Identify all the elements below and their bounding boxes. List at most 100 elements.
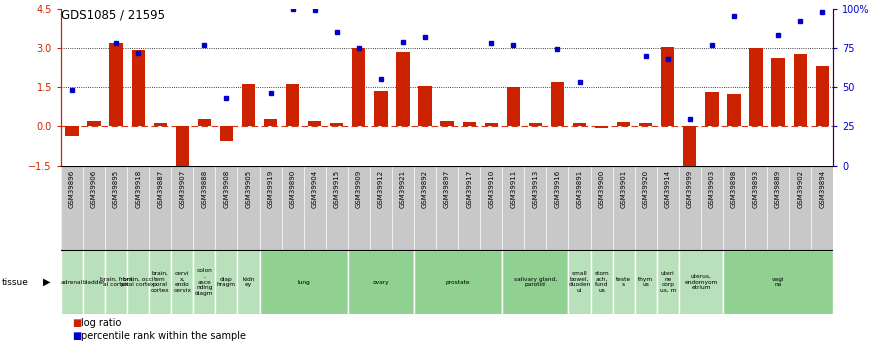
Bar [617,122,630,126]
Text: uterus,
endomyom
etrium: uterus, endomyom etrium [685,274,718,290]
Bar [462,122,476,126]
Bar [220,126,233,141]
Bar [176,126,189,167]
Text: GSM39919: GSM39919 [268,170,273,208]
Bar [679,250,723,314]
Bar [153,124,167,126]
Bar [286,84,299,126]
Bar [794,55,806,126]
Bar [749,48,762,126]
Text: GSM39914: GSM39914 [665,170,671,208]
Bar [568,250,590,314]
Bar [418,86,432,126]
Text: GSM39898: GSM39898 [731,170,737,208]
Text: cervi
x,
endo
cervix: cervi x, endo cervix [173,271,192,293]
Text: GSM39915: GSM39915 [334,170,340,208]
Text: GSM39889: GSM39889 [775,170,781,208]
Text: GSM39887: GSM39887 [157,170,163,208]
Text: GSM39909: GSM39909 [356,170,362,208]
Text: GSM39908: GSM39908 [223,170,229,208]
Text: GDS1085 / 21595: GDS1085 / 21595 [61,9,165,22]
Bar [127,250,150,314]
Bar [352,48,366,126]
Bar [83,250,105,314]
Bar [684,126,696,171]
Text: ▶: ▶ [43,277,50,287]
Bar [260,250,348,314]
Bar [723,250,833,314]
Text: salivary gland,
parotid: salivary gland, parotid [513,277,557,287]
Text: uteri
ne
corp
us, m: uteri ne corp us, m [659,271,676,293]
Text: GSM39897: GSM39897 [444,170,450,208]
Bar [414,250,503,314]
Text: ovary: ovary [373,279,389,285]
Bar [237,250,260,314]
Text: ■: ■ [72,332,81,341]
Text: tissue: tissue [2,277,29,287]
Text: GSM39911: GSM39911 [511,170,516,208]
Text: GSM39890: GSM39890 [289,170,296,208]
Text: ■: ■ [72,318,81,327]
Bar [88,121,100,126]
Bar [215,250,237,314]
Text: brain, occi
pital cortex: brain, occi pital cortex [122,277,155,287]
Text: GSM39900: GSM39900 [599,170,605,208]
Bar [171,250,194,314]
Bar [264,119,277,126]
Text: brain,
tem
poral
cortex: brain, tem poral cortex [151,271,169,293]
Text: brain, front
al cortex: brain, front al cortex [99,277,133,287]
Bar [61,250,83,314]
Bar [441,121,453,126]
Text: GSM39893: GSM39893 [753,170,759,208]
Bar [375,91,388,126]
Bar [815,66,829,126]
Text: prostate: prostate [446,279,470,285]
Text: GSM39910: GSM39910 [488,170,495,208]
Bar [573,124,586,126]
Text: vagi
na: vagi na [771,277,784,287]
Text: GSM39904: GSM39904 [312,170,318,208]
Text: thym
us: thym us [638,277,653,287]
Text: GSM39920: GSM39920 [642,170,649,208]
Text: GSM39912: GSM39912 [378,170,383,208]
Text: GSM39917: GSM39917 [466,170,472,208]
Bar [705,92,719,126]
Bar [65,126,79,136]
Bar [132,50,145,126]
Text: GSM39888: GSM39888 [202,170,207,208]
Text: GSM39895: GSM39895 [113,170,119,208]
Bar [661,47,675,126]
Bar [396,52,409,126]
Bar [198,119,211,126]
Text: lung: lung [297,279,310,285]
Text: teste
s: teste s [616,277,631,287]
Bar [590,250,613,314]
Text: GSM39903: GSM39903 [709,170,715,208]
Bar [150,250,171,314]
Text: bladder: bladder [82,279,106,285]
Text: stom
ach,
fund
us: stom ach, fund us [594,271,609,293]
Text: GSM39891: GSM39891 [576,170,582,208]
Text: GSM39921: GSM39921 [400,170,406,208]
Bar [595,126,608,128]
Text: log ratio: log ratio [81,318,121,327]
Bar [639,123,652,126]
Text: GSM39892: GSM39892 [422,170,428,208]
Text: GSM39999: GSM39999 [687,170,693,208]
Text: GSM39896: GSM39896 [69,170,75,208]
Bar [485,123,498,126]
Bar [506,87,520,126]
Text: GSM39901: GSM39901 [621,170,626,208]
Bar [771,58,785,126]
Bar [634,250,657,314]
Text: GSM39894: GSM39894 [819,170,825,208]
Text: kidn
ey: kidn ey [242,277,254,287]
Text: diap
hragm: diap hragm [217,277,236,287]
Bar [330,123,343,126]
Bar [613,250,634,314]
Text: GSM39905: GSM39905 [246,170,252,208]
Text: GSM39902: GSM39902 [797,170,803,208]
Text: adrenal: adrenal [61,279,83,285]
Bar [242,84,255,126]
Bar [308,121,322,126]
